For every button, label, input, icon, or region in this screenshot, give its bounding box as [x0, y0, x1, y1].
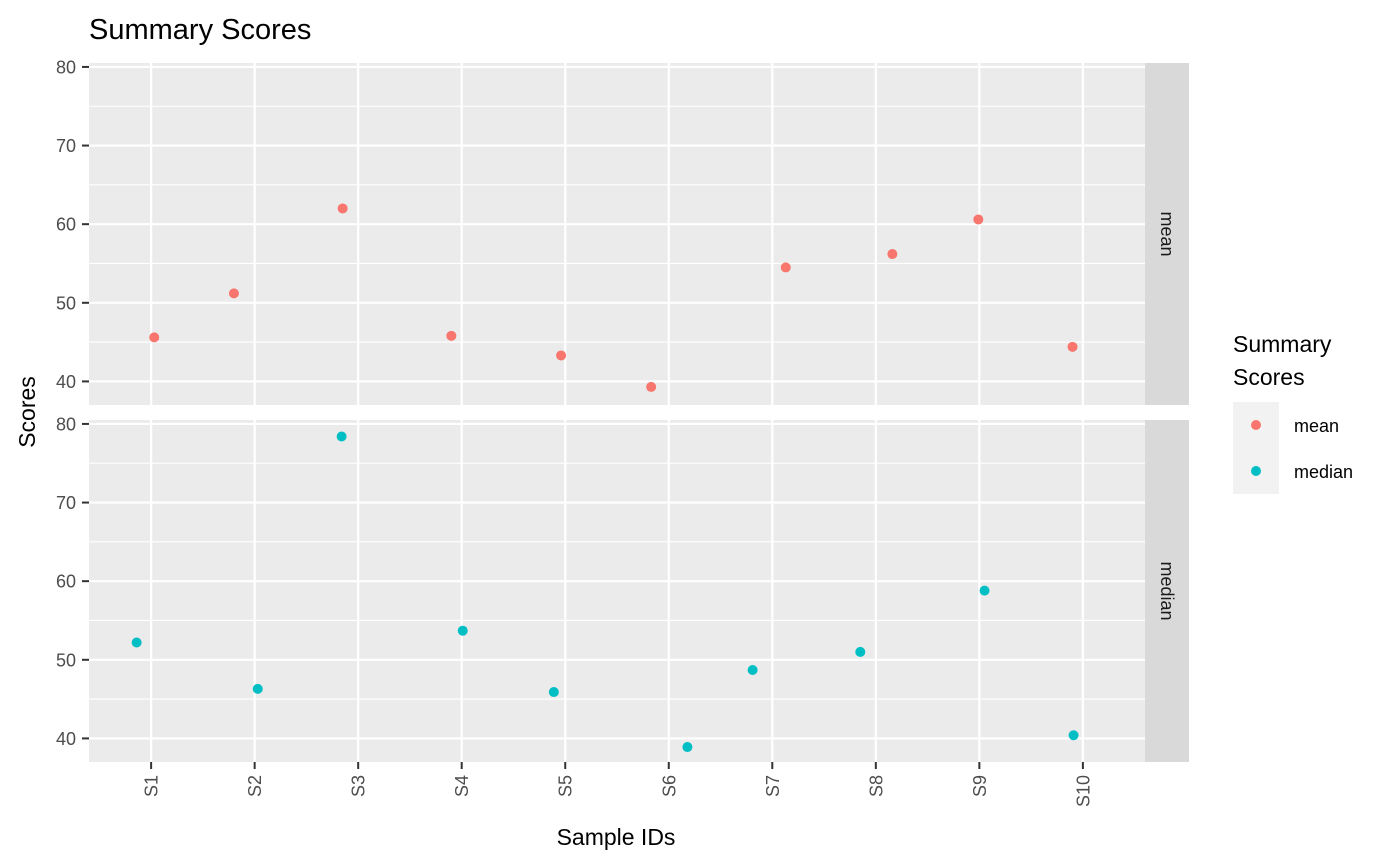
y-tick-label: 50 — [56, 650, 76, 670]
y-tick-label: 70 — [56, 493, 76, 513]
y-tick-label: 80 — [56, 414, 76, 434]
legend-entry-median: median — [1233, 448, 1353, 494]
legend-label: median — [1294, 462, 1353, 482]
data-point-mean-S8 — [887, 249, 898, 260]
legend: Summary Scores mean median — [1233, 331, 1353, 494]
x-tick-label: S9 — [970, 775, 990, 797]
data-point-median-S3 — [336, 431, 347, 442]
panel-mean: mean — [89, 63, 1189, 405]
y-tick-label: 60 — [56, 215, 76, 235]
x-tick-label: S4 — [452, 775, 472, 797]
x-tick-label: S7 — [763, 775, 783, 797]
data-point-median-S4 — [457, 625, 468, 636]
x-tick-label: S10 — [1073, 775, 1093, 807]
data-point-mean-S3 — [337, 203, 348, 214]
x-tick-label: S8 — [866, 775, 886, 797]
chart-title: Summary Scores — [89, 14, 311, 46]
data-point-mean-S6 — [646, 381, 657, 392]
legend-title-line: Scores — [1233, 364, 1305, 390]
data-point-median-S8 — [855, 646, 866, 657]
legend-marker — [1251, 420, 1261, 430]
facet-strip-label: mean — [1157, 211, 1177, 256]
legend-label: mean — [1294, 416, 1339, 436]
data-point-mean-S10 — [1067, 341, 1078, 352]
data-point-median-S1 — [131, 637, 142, 648]
y-tick-label: 50 — [56, 293, 76, 313]
legend-marker — [1251, 466, 1261, 476]
facet-strip — [1145, 63, 1189, 405]
data-point-median-S2 — [252, 683, 263, 694]
y-tick-label: 70 — [56, 136, 76, 156]
x-tick-label: S5 — [556, 775, 576, 797]
axes: 40 50 60 70 80 40 50 60 70 80 S1 S2 S3 S4 S5 S6 S7 S8 S9 S1… — [56, 57, 1093, 807]
data-point-median-S7 — [747, 665, 758, 676]
facet-strip — [1145, 420, 1189, 762]
x-tick-label: S6 — [659, 775, 679, 797]
facet-strip-label: median — [1157, 561, 1177, 620]
x-tick-label: S1 — [142, 775, 162, 797]
y-axis-title: Scores — [14, 376, 40, 448]
x-tick-label: S3 — [349, 775, 369, 797]
panel-background — [89, 63, 1145, 405]
legend-entry-mean: mean — [1233, 402, 1339, 448]
panel-median: median — [89, 420, 1189, 762]
data-point-mean-S4 — [446, 330, 457, 341]
legend-title-line: Summary — [1233, 331, 1332, 357]
data-point-mean-S9 — [973, 214, 984, 225]
data-point-mean-S7 — [780, 262, 791, 273]
data-point-median-S5 — [548, 687, 559, 698]
data-point-median-S6 — [682, 742, 693, 753]
y-tick-label: 40 — [56, 729, 76, 749]
data-point-mean-S2 — [228, 288, 239, 299]
data-points — [131, 203, 1079, 753]
x-axis-title: Sample IDs — [557, 824, 676, 850]
x-tick-label: S2 — [245, 775, 265, 797]
y-tick-label: 60 — [56, 572, 76, 592]
data-point-mean-S1 — [149, 332, 160, 343]
data-point-median-S9 — [979, 585, 990, 596]
facet-panels: mean median — [89, 63, 1189, 762]
y-tick-label: 40 — [56, 372, 76, 392]
data-point-mean-S5 — [556, 350, 567, 361]
panel-background — [89, 420, 1145, 762]
data-point-median-S10 — [1068, 730, 1079, 741]
y-tick-label: 80 — [56, 57, 76, 77]
